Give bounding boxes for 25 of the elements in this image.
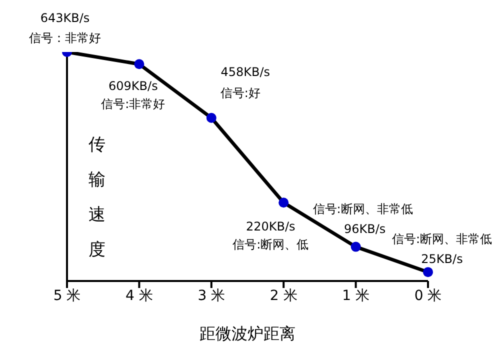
x-tick-label: 0 米	[414, 288, 442, 304]
annotation: 信号:断网、非常低	[312, 202, 413, 216]
point	[350, 242, 361, 252]
annotation: 信号:断网、低	[232, 238, 309, 252]
y-axis-title: 传输速度	[88, 134, 106, 262]
annotation: 信号：非常好	[29, 31, 101, 45]
x-tick-label: 4 米	[126, 288, 153, 304]
x-tick-label: 5 米	[53, 288, 81, 304]
annotation: 信号:非常好	[101, 97, 166, 112]
point	[134, 59, 144, 70]
point	[423, 267, 433, 278]
point	[206, 112, 216, 123]
data-label: 609KB/s	[108, 79, 158, 94]
x-tick-label: 1 米	[342, 288, 370, 304]
x-tick-label: 3 米	[198, 288, 226, 304]
annotation: 信号:断网、非常低	[392, 232, 492, 246]
data-label: 220KB/s	[246, 220, 296, 234]
data-label: 25KB/s	[421, 252, 463, 266]
x-axis-title: 距微波炉距离	[200, 324, 296, 343]
data-label: 643KB/s	[40, 11, 90, 25]
data-label: 458KB/s	[220, 64, 270, 79]
data-label: 96KB/s	[344, 222, 386, 236]
annotation: 信号:好	[220, 86, 260, 100]
x-tick-label: 2 米	[270, 288, 298, 304]
point	[278, 198, 289, 208]
